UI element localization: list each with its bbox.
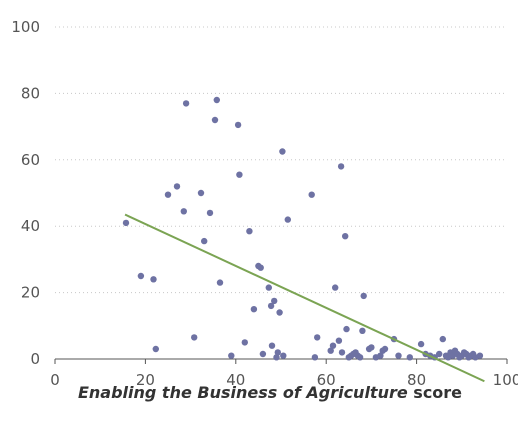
data-point	[150, 276, 157, 283]
y-axis-ticks: 0 20 40 60 80 100	[11, 18, 40, 368]
data-point	[228, 352, 235, 359]
data-point	[279, 148, 286, 155]
x-axis-title: Enabling the Business of Agriculture sco…	[78, 383, 462, 402]
data-point	[213, 96, 220, 104]
data-point	[274, 349, 281, 356]
data-point	[342, 233, 349, 240]
data-point	[311, 354, 319, 361]
data-point	[173, 183, 181, 190]
data-point	[314, 334, 321, 341]
data-point	[359, 327, 366, 334]
data-point	[236, 171, 243, 178]
data-point	[381, 345, 389, 353]
data-point	[197, 189, 205, 197]
trendline	[124, 213, 485, 383]
data-point	[234, 121, 242, 129]
data-point	[276, 309, 283, 316]
data-point	[343, 325, 350, 333]
data-point	[201, 237, 208, 245]
data-points	[122, 96, 484, 361]
y-tick-label-60: 60	[21, 151, 40, 169]
x-tick-label-20: 20	[136, 371, 155, 389]
data-point	[268, 342, 276, 349]
x-axis-ticks: 0 20 40 60 80 100	[50, 359, 518, 389]
data-point	[241, 339, 248, 346]
data-point	[436, 350, 443, 358]
x-tick-label-40: 40	[226, 371, 245, 389]
data-point	[368, 344, 375, 351]
data-point	[267, 302, 275, 310]
data-point	[406, 354, 413, 361]
data-point	[308, 191, 315, 198]
data-point	[332, 284, 339, 291]
data-point	[271, 297, 278, 305]
data-point	[265, 284, 272, 291]
gridlines	[55, 26, 507, 294]
data-point	[329, 342, 337, 349]
data-point	[152, 345, 159, 353]
data-point	[182, 100, 190, 107]
x-tick-label-60: 60	[317, 371, 336, 389]
data-point	[250, 306, 258, 313]
data-point	[337, 163, 345, 170]
y-tick-label-0: 0	[30, 350, 40, 368]
data-point	[284, 216, 291, 223]
data-point	[280, 352, 287, 359]
data-point	[360, 292, 367, 300]
data-point	[259, 350, 267, 358]
data-point	[439, 335, 446, 343]
x-tick-label-100: 100	[493, 371, 518, 389]
data-point	[164, 191, 172, 198]
trendline-layer	[124, 213, 485, 383]
data-point	[356, 354, 364, 361]
data-point	[335, 337, 343, 344]
x-axis-title-italic: Enabling the Business of Agriculture	[78, 383, 408, 402]
data-point	[417, 340, 425, 348]
x-tick-label-0: 0	[50, 371, 60, 389]
y-tick-label-20: 20	[21, 284, 40, 302]
y-tick-label-80: 80	[21, 84, 40, 102]
data-point	[257, 264, 264, 271]
data-point	[327, 347, 334, 354]
data-point	[216, 279, 224, 286]
data-point	[246, 228, 253, 235]
data-point	[137, 272, 145, 280]
x-axis-title-tail: score	[408, 383, 462, 402]
y-tick-label-40: 40	[21, 217, 40, 235]
data-point	[273, 354, 280, 361]
data-point	[476, 352, 484, 359]
data-point	[377, 352, 384, 359]
x-tick-label-80: 80	[407, 371, 426, 389]
data-point	[206, 209, 214, 217]
data-point	[338, 349, 346, 356]
data-point	[122, 219, 130, 227]
data-point	[211, 116, 219, 124]
data-point	[395, 352, 402, 359]
data-point	[191, 334, 198, 341]
data-point	[180, 208, 187, 215]
y-tick-label-100: 100	[11, 18, 40, 36]
